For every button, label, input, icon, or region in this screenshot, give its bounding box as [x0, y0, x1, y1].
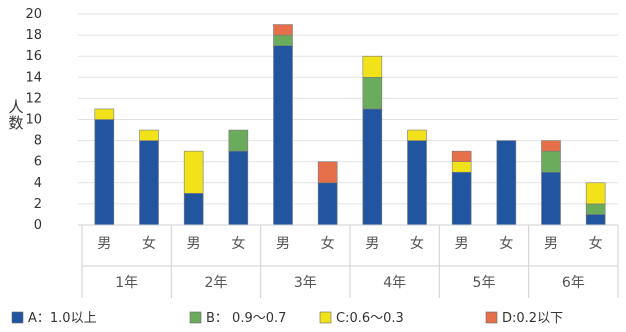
bar-segment-1-s0	[139, 140, 159, 226]
bar-segment-7-s0	[407, 140, 427, 226]
x-category-label: 男	[97, 236, 111, 252]
x-category-label: 女	[142, 235, 156, 252]
bar-segment-5-s0	[317, 182, 338, 226]
y-tick-16: 16	[25, 49, 42, 64]
bar-segment-9-s0	[496, 140, 517, 226]
bar-segment-5-s3	[317, 161, 338, 184]
y-tick-20: 20	[25, 7, 42, 22]
legend-swatch-2	[319, 311, 332, 324]
legend-swatch-0	[11, 311, 24, 324]
bar-layer	[94, 24, 606, 226]
legend-label-3: D:0.2以下	[502, 311, 563, 326]
bar-segment-8-s0	[451, 171, 472, 226]
x-group-label: 3年	[294, 275, 317, 291]
bar-segment-6-s0	[362, 108, 383, 226]
y-tick-10: 10	[25, 113, 42, 128]
x-category-label: 男	[276, 236, 290, 252]
x-category-label: 女	[499, 235, 513, 252]
y-axis-label-char: 数	[8, 114, 23, 132]
y-axis-label: 人数	[8, 98, 23, 132]
x-category-label: 男	[455, 236, 469, 252]
x-group-label: 5年	[473, 275, 496, 291]
legend-label-2: C:0.6～0.3	[336, 311, 404, 326]
x-group-label: 4年	[383, 275, 406, 291]
bar-segment-8-s3	[451, 150, 472, 162]
bar-segment-11-s1	[585, 203, 606, 215]
bar-segment-2-s0	[183, 193, 204, 226]
y-tick-2: 2	[34, 197, 42, 212]
y-tick-labels: 0 2 4 6 8 10 12 14 16 18 20	[25, 7, 42, 233]
bar-segment-10-s0	[541, 171, 561, 226]
legend-label-1: B： 0.9～0.7	[206, 311, 286, 326]
bar-segment-4-s3	[273, 24, 293, 36]
x-category-label: 女	[231, 235, 245, 252]
bar-segment-0-s0	[94, 119, 115, 226]
bar-segment-8-s2	[451, 161, 472, 173]
legend-swatch-1	[189, 311, 202, 324]
legend: A：1.0以上 B： 0.9～0.7 C:0.6～0.3 D:0.2以下	[11, 311, 563, 326]
y-tick-12: 12	[25, 91, 42, 106]
x-category-label: 女	[321, 235, 335, 252]
bar-segment-11-s2	[585, 182, 606, 205]
legend-label-0: A：1.0以上	[28, 311, 97, 326]
x-group-label: 6年	[562, 275, 585, 291]
x-group-label: 1年	[115, 275, 138, 291]
x-category-label: 男	[544, 236, 558, 252]
x-category-labels: 男 女 男 女 男 女 男 女 男 女 男 女 1年 2年 3年 4年 5年 6年	[78, 224, 619, 298]
bar-segment-1-s2	[139, 129, 159, 141]
bar-segment-0-s2	[94, 108, 115, 120]
bar-segment-7-s2	[407, 129, 427, 141]
y-tick-6: 6	[34, 155, 42, 170]
x-category-label: 男	[187, 236, 201, 252]
legend-swatch-3	[485, 311, 498, 324]
bar-segment-2-s2	[183, 150, 204, 194]
y-tick-18: 18	[25, 28, 42, 43]
x-category-label: 男	[365, 236, 379, 252]
x-category-label: 女	[410, 235, 424, 252]
bar-segment-3-s1	[228, 129, 249, 152]
bar-segment-3-s0	[228, 150, 249, 226]
y-tick-8: 8	[34, 134, 42, 149]
grid-layer	[78, 13, 618, 226]
bar-segment-4-s1	[273, 34, 293, 46]
bar-segment-10-s3	[541, 140, 561, 152]
x-group-label: 2年	[205, 275, 228, 291]
bar-segment-4-s0	[273, 45, 293, 226]
bar-segment-11-s0	[585, 214, 606, 226]
bar-segment-6-s2	[362, 55, 383, 78]
y-axis-label-char: 人	[8, 98, 23, 116]
y-tick-4: 4	[34, 176, 42, 191]
bar-segment-10-s1	[541, 150, 561, 173]
x-category-label: 女	[589, 235, 603, 252]
bar-segment-6-s1	[362, 77, 383, 110]
y-tick-14: 14	[25, 70, 42, 85]
y-tick-0: 0	[34, 218, 42, 233]
